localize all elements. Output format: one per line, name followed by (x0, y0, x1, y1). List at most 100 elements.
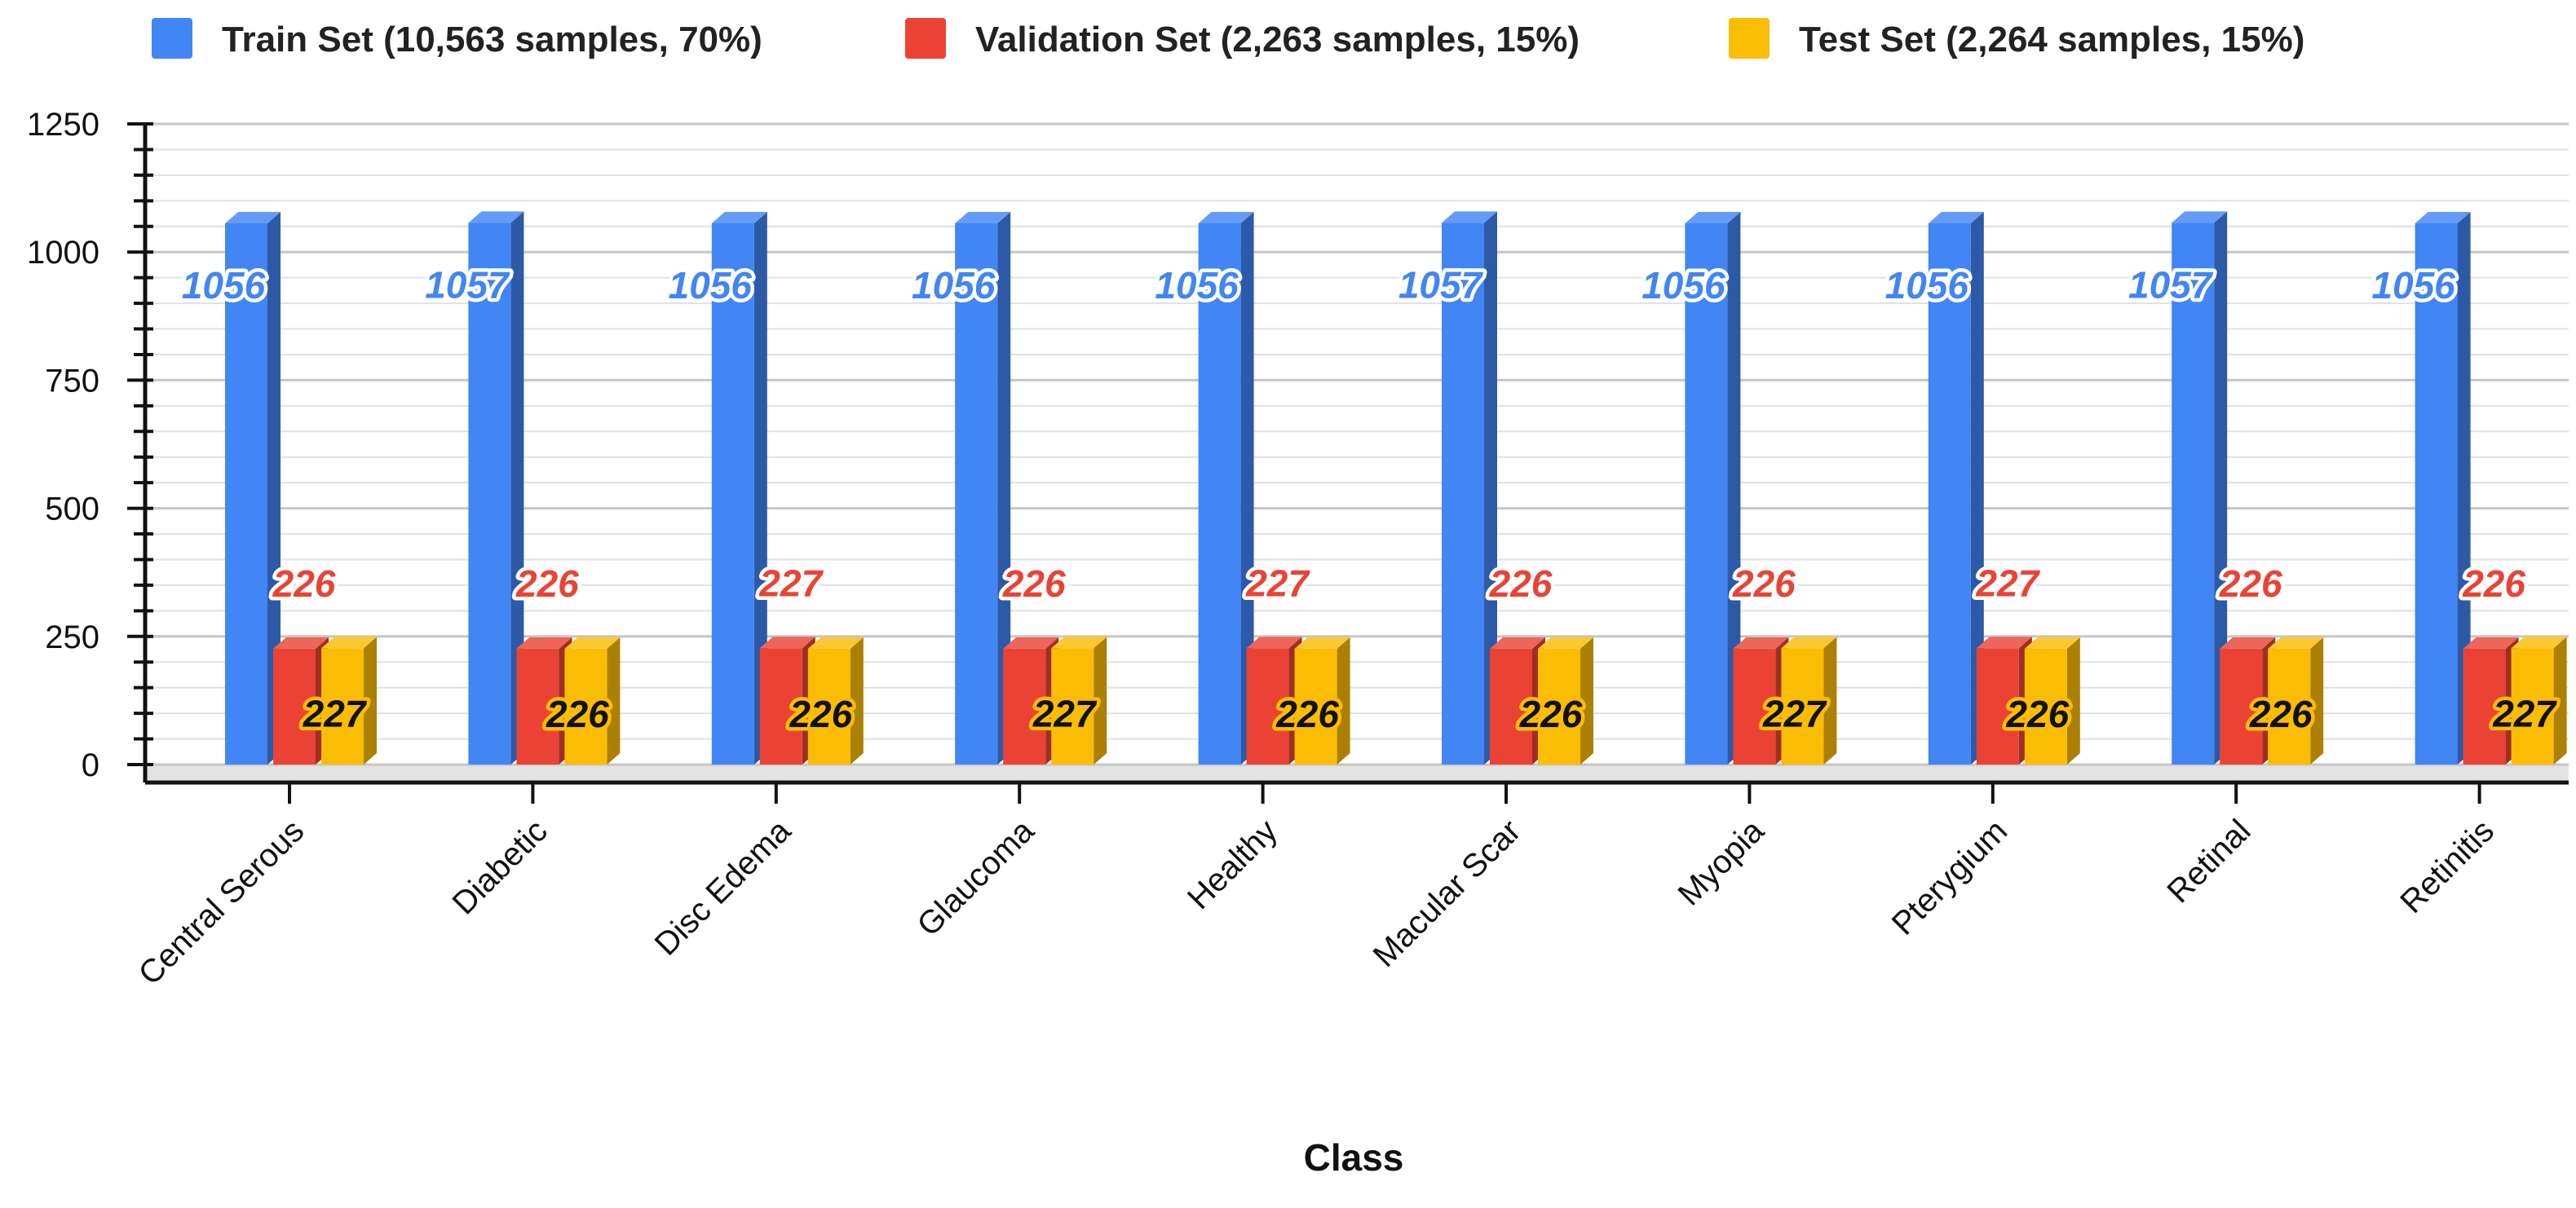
bar-top (1928, 211, 1984, 223)
bar-front (564, 648, 608, 765)
data-label-test: 227 (303, 692, 368, 734)
y-tick-label: 1250 (27, 107, 99, 143)
data-label-validation: 226 (1489, 562, 1553, 605)
bar-validation (2463, 637, 2519, 765)
bar-train (1928, 211, 1984, 765)
bar-test (2268, 637, 2324, 765)
x-tick-label: Retinal (2160, 813, 2257, 910)
data-label-validation: 226 (2462, 562, 2525, 605)
bar-top (807, 637, 864, 649)
bar-side (2310, 637, 2324, 765)
legend-label: Train Set (10,563 samples, 70%) (222, 20, 762, 60)
data-label-train: 1056 (912, 264, 996, 306)
bar-top (2463, 637, 2519, 649)
bar-top (1781, 637, 1837, 649)
bar-top (955, 211, 1011, 223)
bar-train (1442, 211, 1497, 765)
y-tick-label: 0 (82, 747, 99, 783)
x-tick-label: Retinitis (2393, 813, 2501, 920)
bar-top (711, 211, 767, 223)
bar-front (2024, 648, 2067, 765)
bar-front (1733, 648, 1776, 765)
bar-test (2511, 637, 2567, 765)
data-label-validation: 227 (758, 562, 824, 604)
bar-side (607, 637, 621, 765)
y-tick-label: 250 (45, 619, 99, 655)
bar-train (711, 211, 767, 765)
data-label-validation: 226 (515, 562, 579, 605)
data-label-test: 227 (2492, 692, 2557, 734)
x-tick-label: Myopia (1671, 813, 1771, 913)
bar-train (468, 211, 524, 765)
bar-top (564, 637, 621, 649)
data-label-test: 226 (2005, 693, 2069, 735)
bar-front (1685, 223, 1728, 765)
bar-front (2220, 648, 2263, 765)
data-label-test: 227 (1762, 692, 1827, 734)
x-tick-label: Glaucoma (911, 813, 1042, 944)
data-label-test: 226 (546, 693, 609, 735)
bar-front (955, 223, 998, 765)
bar-side (2553, 637, 2567, 765)
bar-front (1442, 223, 1484, 765)
bar-top (1733, 637, 1789, 649)
bar-side (1094, 637, 1107, 765)
legend: Train Set (10,563 samples, 70%) Validatio… (152, 18, 2304, 60)
floor (145, 765, 2569, 783)
y-tick-label: 500 (45, 492, 99, 527)
bar-top (273, 637, 329, 649)
x-tick-label: Central Serous (132, 813, 312, 992)
bar-top (1490, 637, 1545, 649)
bar-front (1051, 648, 1094, 765)
bar-front (273, 648, 316, 765)
x-tick-label: Healthy (1181, 813, 1284, 916)
bar-top (1685, 211, 1741, 223)
bar-train (2415, 211, 2471, 765)
bar-top (2511, 637, 2567, 649)
bar-top (2268, 637, 2324, 649)
bar-front (1490, 648, 1532, 765)
bar-side (510, 211, 524, 765)
bar-side (1823, 637, 1837, 765)
gridlines (145, 122, 2569, 783)
bar-side (850, 637, 864, 765)
bar-side (1580, 637, 1593, 765)
y-tick-label: 750 (45, 363, 99, 399)
data-label-train: 1057 (1398, 263, 1484, 306)
bar-top (1051, 637, 1107, 649)
y-tick-label: 1000 (27, 235, 99, 271)
bar-test (1538, 637, 1593, 765)
bar-test (1051, 637, 1107, 765)
bar-test (1294, 637, 1350, 765)
bar-side (997, 211, 1011, 765)
bar-test (564, 637, 621, 765)
bar-front (516, 648, 559, 765)
legend-swatch (152, 18, 192, 59)
bar-side (753, 211, 767, 765)
bar-train (225, 211, 281, 765)
bar-top (1294, 637, 1350, 649)
legend-swatch (1729, 18, 1770, 59)
bar-side (2457, 211, 2471, 765)
bar-front (225, 223, 267, 765)
bar-top (759, 637, 815, 649)
data-label-train: 1056 (1641, 264, 1725, 306)
bar-side (1337, 637, 1350, 765)
bar-train (1685, 211, 1741, 765)
bar-front (1781, 648, 1824, 765)
x-axis: Central Serous Diabetic Disc Edema Glaucoma… (132, 780, 2569, 992)
bar-front (2268, 648, 2311, 765)
x-tick-label: Disc Edema (648, 813, 798, 963)
bar-front (711, 223, 754, 765)
bar-top (1976, 637, 2032, 649)
data-label-train: 1056 (1155, 264, 1239, 306)
legend-label: Validation Set (2,263 samples, 15%) (975, 20, 1580, 60)
bar-side (2066, 637, 2080, 765)
data-label-validation: 226 (2219, 562, 2282, 605)
bar-side (1970, 211, 1984, 765)
bar-train (2172, 211, 2228, 765)
bar-top (2024, 637, 2080, 649)
bars (225, 211, 2567, 765)
data-label-test: 226 (2249, 693, 2313, 735)
